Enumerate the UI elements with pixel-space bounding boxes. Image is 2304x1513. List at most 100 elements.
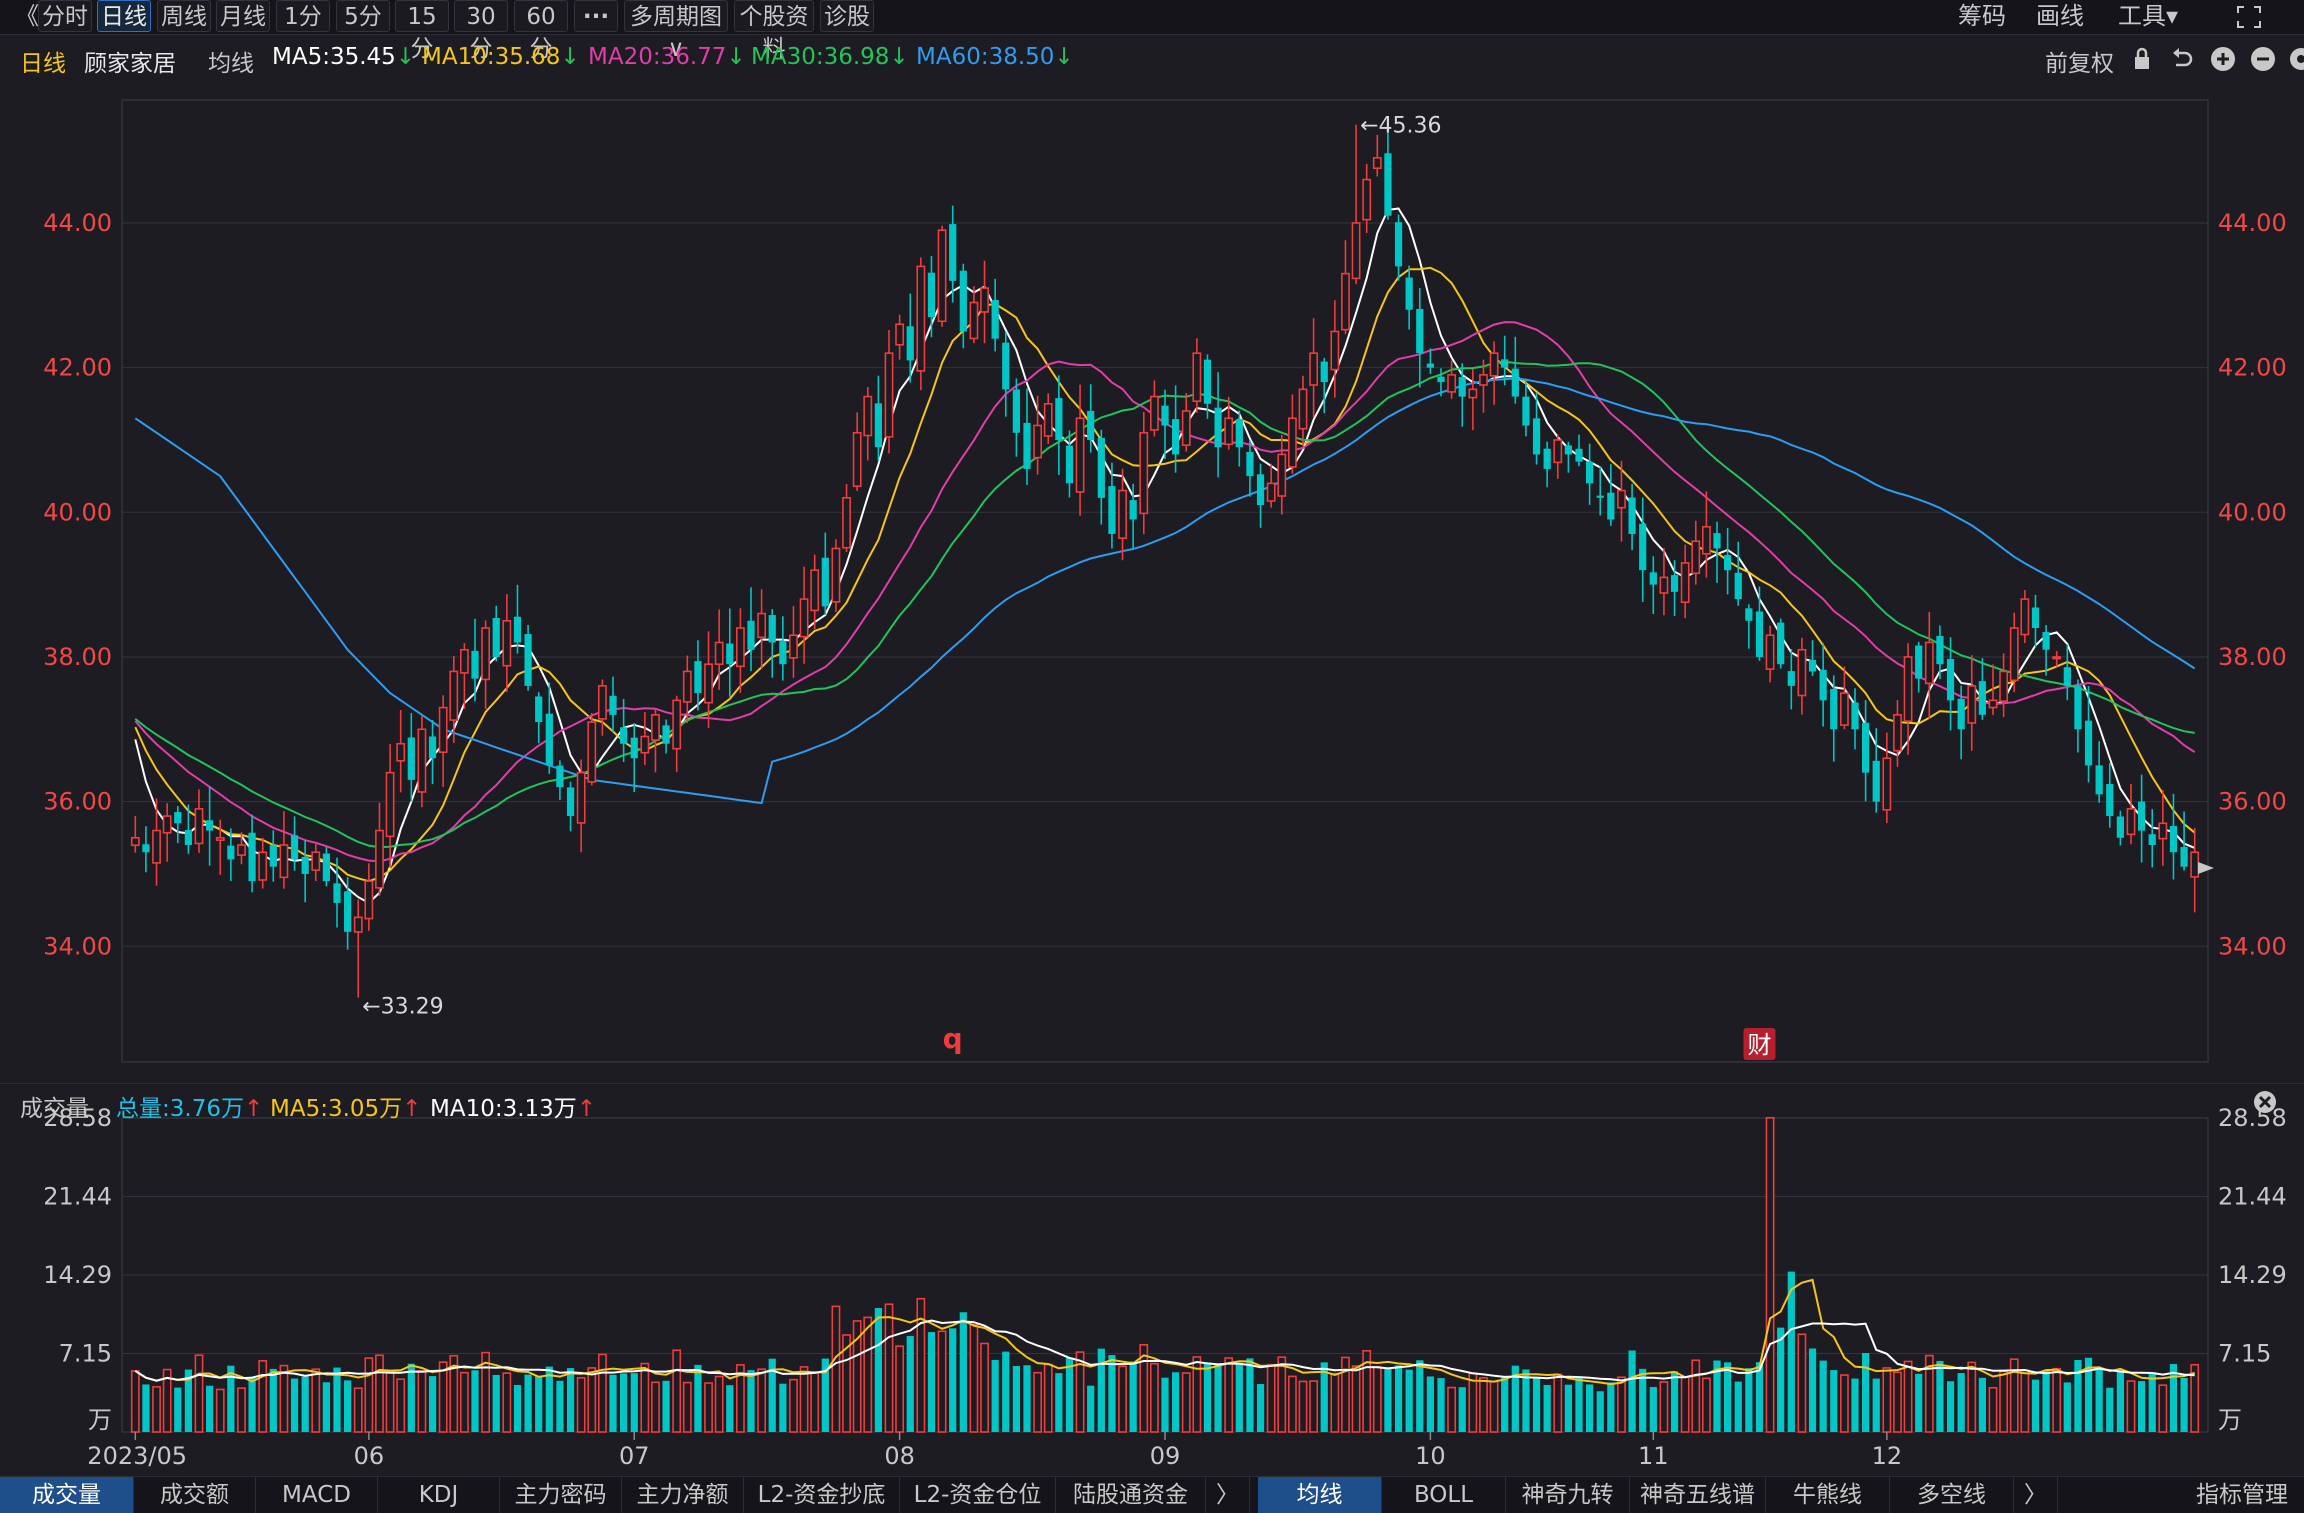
tab-magic-nine[interactable]: 神奇九转 [1506,1477,1630,1513]
volume-bar[interactable] [502,1372,512,1433]
minus-icon[interactable] [2250,46,2276,72]
tab-60min[interactable]: 60分 [514,0,568,62]
volume-bar[interactable] [130,1370,140,1433]
candle[interactable] [2126,783,2136,845]
volume-bar[interactable] [1765,1116,1775,1433]
volume-bar[interactable] [1087,1385,1095,1432]
candle[interactable] [1691,520,1701,585]
event-marker-finance-box[interactable] [1743,1028,1776,1060]
candle[interactable] [152,798,161,886]
volume-bar[interactable] [2190,1363,2200,1433]
indicator-manage-button[interactable]: 指标管理 [2196,1482,2288,1508]
volume-bar[interactable] [2063,1382,2071,1432]
candle[interactable] [1224,397,1234,450]
tab-boll[interactable]: BOLL [1382,1477,1506,1513]
volume-bar[interactable] [1819,1360,1827,1432]
volume-bar[interactable] [1649,1386,1657,1432]
candle[interactable] [884,330,894,454]
volume-bar[interactable] [1118,1365,1127,1433]
volume-bar[interactable] [1797,1333,1807,1433]
candle[interactable] [428,720,437,785]
adjust-label[interactable]: 前复权 [2045,51,2114,77]
candle[interactable] [502,594,512,693]
candle[interactable] [385,744,395,868]
candle[interactable] [1012,378,1020,457]
tab-l2-bottom[interactable]: L2-资金抄底 [744,1477,900,1513]
volume-bar[interactable] [1745,1368,1753,1432]
volume-bar[interactable] [364,1357,374,1433]
volume-bar[interactable] [874,1308,882,1432]
stock-chart[interactable]: 44.00 44.00 42.00 42.00 40.00 40.00 38.00 38.00… [0,0,2304,1476]
volume-bar[interactable] [1724,1362,1732,1432]
candle[interactable] [1023,388,1031,485]
candle[interactable] [799,566,809,664]
volume-bar[interactable] [396,1378,406,1433]
tab-30min[interactable]: 30分 [454,0,508,62]
volume-bar[interactable] [587,1367,597,1433]
tab-rixian[interactable]: 日线 [97,0,151,32]
candle[interactable] [1787,649,1795,710]
volume-bar[interactable] [1532,1378,1541,1432]
volume-bar[interactable] [237,1387,246,1433]
candle[interactable] [1808,640,1817,676]
volume-bar[interactable] [768,1358,776,1432]
back-icon[interactable]: 《 [15,2,39,30]
candle[interactable] [1564,441,1572,473]
volume-bar[interactable] [852,1320,862,1433]
candle[interactable] [1924,611,1934,719]
candle[interactable] [1458,363,1466,427]
candle[interactable] [2042,625,2050,676]
volume-bar[interactable] [322,1382,330,1432]
volume-bar[interactable] [799,1366,809,1433]
volume-bar[interactable] [895,1345,905,1433]
candle[interactable] [279,811,289,889]
volume-bar[interactable] [1330,1372,1340,1433]
candle[interactable] [1043,393,1053,444]
candle[interactable] [1129,483,1137,551]
candle[interactable] [311,844,321,881]
candle[interactable] [1065,430,1074,498]
volume-bar[interactable] [1988,1386,1998,1433]
event-marker-q[interactable]: q [943,1022,963,1055]
candle[interactable] [1002,331,1010,417]
candle[interactable] [831,539,841,612]
candle[interactable] [2009,612,2019,693]
volume-bar[interactable] [682,1381,692,1433]
candle[interactable] [1649,556,1657,614]
candle[interactable] [1882,732,1892,824]
volume-bar[interactable] [1394,1365,1403,1432]
tab-bull-bear[interactable]: 牛熊线 [1766,1477,1890,1513]
volume-bar[interactable] [1214,1364,1222,1432]
undo-icon[interactable] [2170,47,2194,71]
volume-bar[interactable] [1543,1384,1551,1432]
volume-bar[interactable] [1701,1377,1711,1433]
candle[interactable] [492,605,500,662]
tab-1min[interactable]: 1分 [276,0,330,32]
volume-bar[interactable] [215,1388,225,1433]
candle[interactable] [449,656,459,743]
candle[interactable] [417,715,427,808]
candle[interactable] [1553,434,1563,479]
volume-bar[interactable] [779,1383,787,1432]
candle[interactable] [1936,625,1944,680]
volume-bar[interactable] [2138,1381,2146,1432]
volume-bar[interactable] [2084,1357,2093,1432]
candle[interactable] [959,263,967,349]
volume-bar[interactable] [1564,1384,1572,1432]
volume-bar[interactable] [2031,1379,2040,1432]
volume-bar[interactable] [576,1377,586,1433]
candle[interactable] [1724,527,1732,595]
volume-bar[interactable] [1266,1363,1276,1433]
volume-bar[interactable] [1172,1372,1180,1432]
volume-bar[interactable] [142,1384,150,1432]
volume-bar[interactable] [1628,1350,1636,1432]
volume-bar[interactable] [1893,1371,1902,1433]
candle[interactable] [1872,728,1880,813]
volume-bar[interactable] [2126,1380,2136,1433]
volume-bar[interactable] [726,1385,734,1432]
volume-bar[interactable] [1830,1370,1838,1432]
candle[interactable] [353,899,363,998]
volume-bar[interactable] [449,1354,459,1433]
volume-bar[interactable] [1277,1356,1287,1433]
volume-bar[interactable] [481,1351,491,1433]
